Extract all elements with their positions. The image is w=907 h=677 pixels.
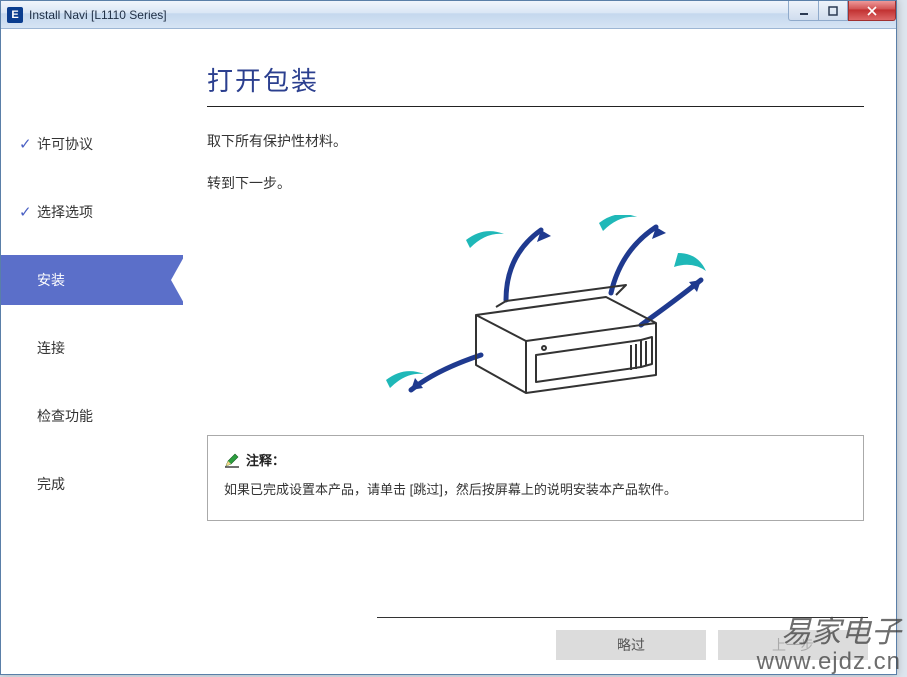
window-title: Install Navi [L1110 Series] bbox=[29, 8, 167, 22]
sidebar-step-label: 许可协议 bbox=[37, 134, 93, 154]
note-title: 注释： bbox=[246, 450, 285, 469]
app-icon: E bbox=[7, 7, 23, 23]
close-icon bbox=[867, 6, 877, 16]
printer-illustration bbox=[356, 215, 716, 415]
footer-buttons: 略过 上一步 bbox=[556, 630, 868, 660]
window-controls bbox=[788, 1, 896, 21]
sidebar-step-3: 连接 bbox=[1, 323, 171, 373]
minimize-button[interactable] bbox=[788, 1, 818, 21]
footer-divider bbox=[377, 617, 868, 618]
sidebar-step-4: 检查功能 bbox=[1, 391, 171, 441]
maximize-icon bbox=[828, 6, 838, 16]
main-panel: 打开包装 取下所有保护性材料。 转到下一步。 bbox=[171, 29, 896, 674]
maximize-button[interactable] bbox=[818, 1, 848, 21]
sidebar-step-2: 安装 bbox=[1, 255, 183, 305]
sidebar-step-label: 完成 bbox=[37, 474, 65, 494]
minimize-icon bbox=[799, 6, 809, 16]
sidebar-step-label: 安装 bbox=[37, 270, 65, 290]
sidebar-step-5: 完成 bbox=[1, 459, 171, 509]
instruction-2: 转到下一步。 bbox=[207, 173, 864, 193]
titlebar[interactable]: E Install Navi [L1110 Series] bbox=[1, 1, 896, 29]
check-icon: ✓ bbox=[19, 135, 37, 153]
note-heading: 注释： bbox=[224, 450, 847, 469]
installer-window: E Install Navi [L1110 Series] ✓许可协议✓选择选项… bbox=[0, 0, 897, 675]
pencil-icon bbox=[224, 452, 240, 468]
page-heading: 打开包装 bbox=[207, 61, 864, 98]
sidebar-step-1: ✓选择选项 bbox=[1, 187, 171, 237]
note-body: 如果已完成设置本产品，请单击 [跳过]，然后按屏幕上的说明安装本产品软件。 bbox=[224, 479, 847, 498]
sidebar-step-label: 选择选项 bbox=[37, 202, 93, 222]
sidebar-step-label: 连接 bbox=[37, 338, 65, 358]
sidebar-step-label: 检查功能 bbox=[37, 406, 93, 426]
content: ✓许可协议✓选择选项安装连接检查功能完成 打开包装 取下所有保护性材料。 转到下… bbox=[1, 29, 896, 674]
check-icon: ✓ bbox=[19, 203, 37, 221]
sidebar-step-0: ✓许可协议 bbox=[1, 119, 171, 169]
skip-button[interactable]: 略过 bbox=[556, 630, 706, 660]
note-box: 注释： 如果已完成设置本产品，请单击 [跳过]，然后按屏幕上的说明安装本产品软件… bbox=[207, 435, 864, 521]
prev-button[interactable]: 上一步 bbox=[718, 630, 868, 660]
sidebar: ✓许可协议✓选择选项安装连接检查功能完成 bbox=[1, 29, 171, 674]
instruction-1: 取下所有保护性材料。 bbox=[207, 131, 864, 151]
close-button[interactable] bbox=[848, 1, 896, 21]
heading-divider bbox=[207, 106, 864, 107]
